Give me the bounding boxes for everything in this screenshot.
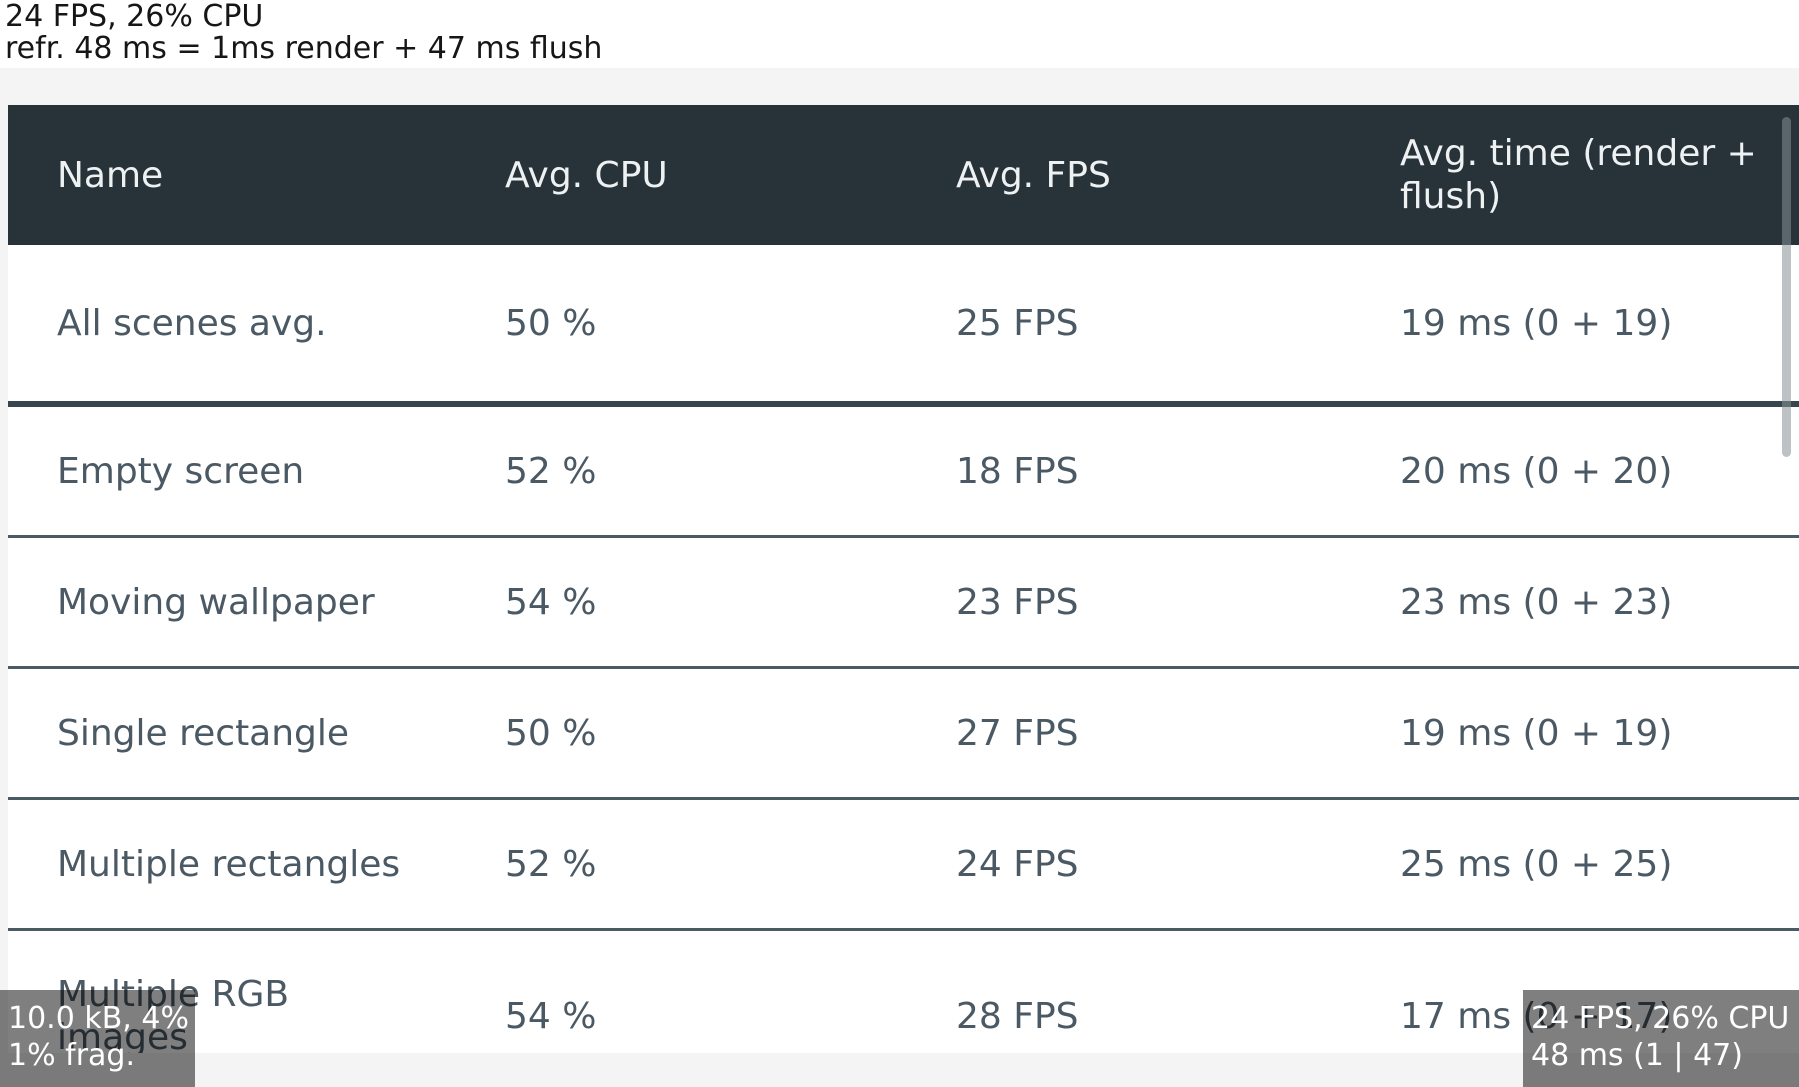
scrollbar-thumb[interactable] <box>1782 117 1791 457</box>
cell-avg-fps: 28 FPS <box>956 995 1079 1037</box>
cell-avg-cpu: 52 % <box>505 843 597 885</box>
table-body: All scenes avg. 50 % 25 FPS 19 ms (0 + 1… <box>8 245 1799 1053</box>
table-row: Empty screen 52 % 18 FPS 20 ms (0 + 20) <box>8 407 1799 538</box>
cell-scene-name: All scenes avg. <box>57 302 327 344</box>
header-cell-avg-time: Avg. time (render + flush) <box>1400 133 1757 217</box>
memory-monitor-line1: 10.0 kB, 4% <box>8 1001 189 1036</box>
cell-avg-fps: 24 FPS <box>956 843 1079 885</box>
cell-avg-fps: 23 FPS <box>956 581 1079 623</box>
cell-scene-name: Moving wallpaper <box>57 581 375 623</box>
cell-scene-name: Multiple rectangles <box>57 843 401 885</box>
benchmark-results-table[interactable]: Name Avg. CPU Avg. FPS Avg. time (render… <box>8 105 1799 1053</box>
cell-scene-name: Empty screen <box>57 450 305 492</box>
table-row: Moving wallpaper 54 % 23 FPS 23 ms (0 + … <box>8 538 1799 669</box>
table-header: Name Avg. CPU Avg. FPS Avg. time (render… <box>8 105 1799 245</box>
performance-monitor-line1: 24 FPS, 26% CPU <box>5 0 264 34</box>
cell-avg-time: 20 ms (0 + 20) <box>1400 450 1673 492</box>
frame-monitor-line1: 24 FPS, 26% CPU <box>1531 1001 1790 1036</box>
performance-monitor-label: 24 FPS, 26% CPU refr. 48 ms = 1ms render… <box>5 1 602 65</box>
header-cell-avg-fps: Avg. FPS <box>956 154 1111 196</box>
header-cell-avg-cpu: Avg. CPU <box>505 154 668 196</box>
cell-avg-time: 25 ms (0 + 25) <box>1400 843 1673 885</box>
top-strip <box>0 0 1799 68</box>
cell-avg-time: 19 ms (0 + 19) <box>1400 302 1673 344</box>
performance-monitor-line2: refr. 48 ms = 1ms render + 47 ms flush <box>5 31 603 66</box>
cell-avg-cpu: 50 % <box>505 712 597 754</box>
memory-monitor-line2: 1% frag. <box>8 1038 135 1073</box>
table-row: Single rectangle 50 % 27 FPS 19 ms (0 + … <box>8 669 1799 800</box>
cell-avg-cpu: 54 % <box>505 581 597 623</box>
memory-monitor-label: 10.0 kB, 4% 1% frag. <box>0 990 195 1087</box>
frame-monitor-line2: 48 ms (1 | 47) <box>1531 1038 1743 1073</box>
cell-avg-cpu: 50 % <box>505 302 597 344</box>
cell-avg-cpu: 52 % <box>505 450 597 492</box>
cell-avg-cpu: 54 % <box>505 995 597 1037</box>
table-row: All scenes avg. 50 % 25 FPS 19 ms (0 + 1… <box>8 245 1799 407</box>
cell-avg-fps: 27 FPS <box>956 712 1079 754</box>
header-cell-name: Name <box>57 154 164 196</box>
table-row: Multiple rectangles 52 % 24 FPS 25 ms (0… <box>8 800 1799 931</box>
frame-monitor-label: 24 FPS, 26% CPU 48 ms (1 | 47) <box>1523 990 1799 1087</box>
cell-avg-time: 23 ms (0 + 23) <box>1400 581 1673 623</box>
cell-avg-fps: 25 FPS <box>956 302 1079 344</box>
cell-avg-time: 19 ms (0 + 19) <box>1400 712 1673 754</box>
cell-avg-fps: 18 FPS <box>956 450 1079 492</box>
cell-scene-name: Single rectangle <box>57 712 350 754</box>
